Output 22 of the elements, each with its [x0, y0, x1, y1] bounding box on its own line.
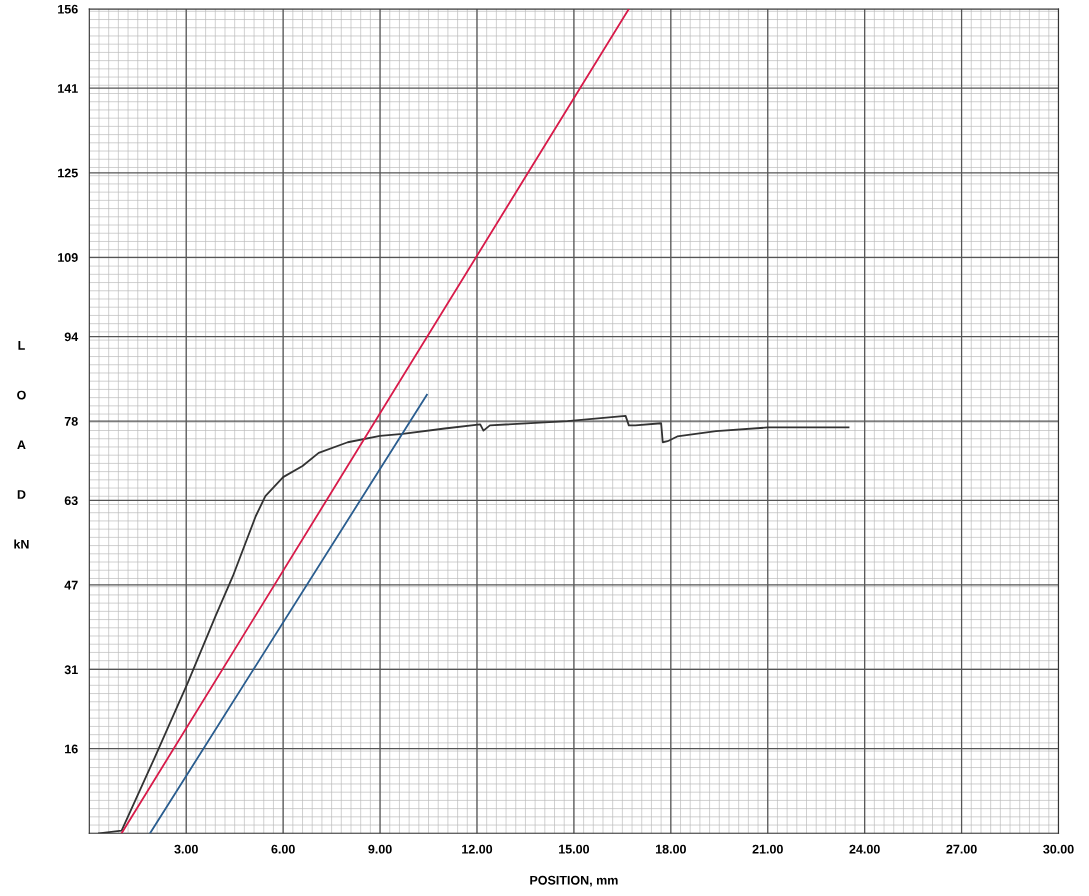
y-tick-label: 78	[64, 416, 78, 426]
y-tick-label: 141	[58, 84, 78, 93]
x-tick-label: 12.00	[462, 844, 493, 854]
x-tick-label: 3.00	[174, 844, 198, 854]
x-tick-label: 21.00	[752, 844, 783, 854]
y-tick-label: 156	[58, 4, 78, 14]
x-axis-title: POSITION, mm	[530, 875, 618, 887]
y-tick-label: 31	[64, 665, 78, 675]
x-tick-label: 24.00	[849, 844, 880, 854]
y-tick-label: 125	[58, 168, 78, 178]
x-tick-label: 6.00	[271, 844, 295, 854]
x-tick-label: 18.00	[655, 844, 686, 854]
y-tick-label: 16	[65, 744, 78, 754]
y-tick-label: 47	[64, 580, 78, 590]
y-tick-label: 63	[64, 496, 78, 506]
x-tick-label: 27.00	[946, 844, 977, 854]
x-tick-label: 9.00	[368, 844, 392, 854]
y-tick-label: 94	[64, 332, 79, 342]
text: LOAD kN	[14, 341, 29, 549]
y-tick-label: 109	[58, 253, 78, 262]
x-tick-label: 15.00	[559, 844, 590, 854]
x-tick-label: 30.00	[1043, 844, 1074, 854]
